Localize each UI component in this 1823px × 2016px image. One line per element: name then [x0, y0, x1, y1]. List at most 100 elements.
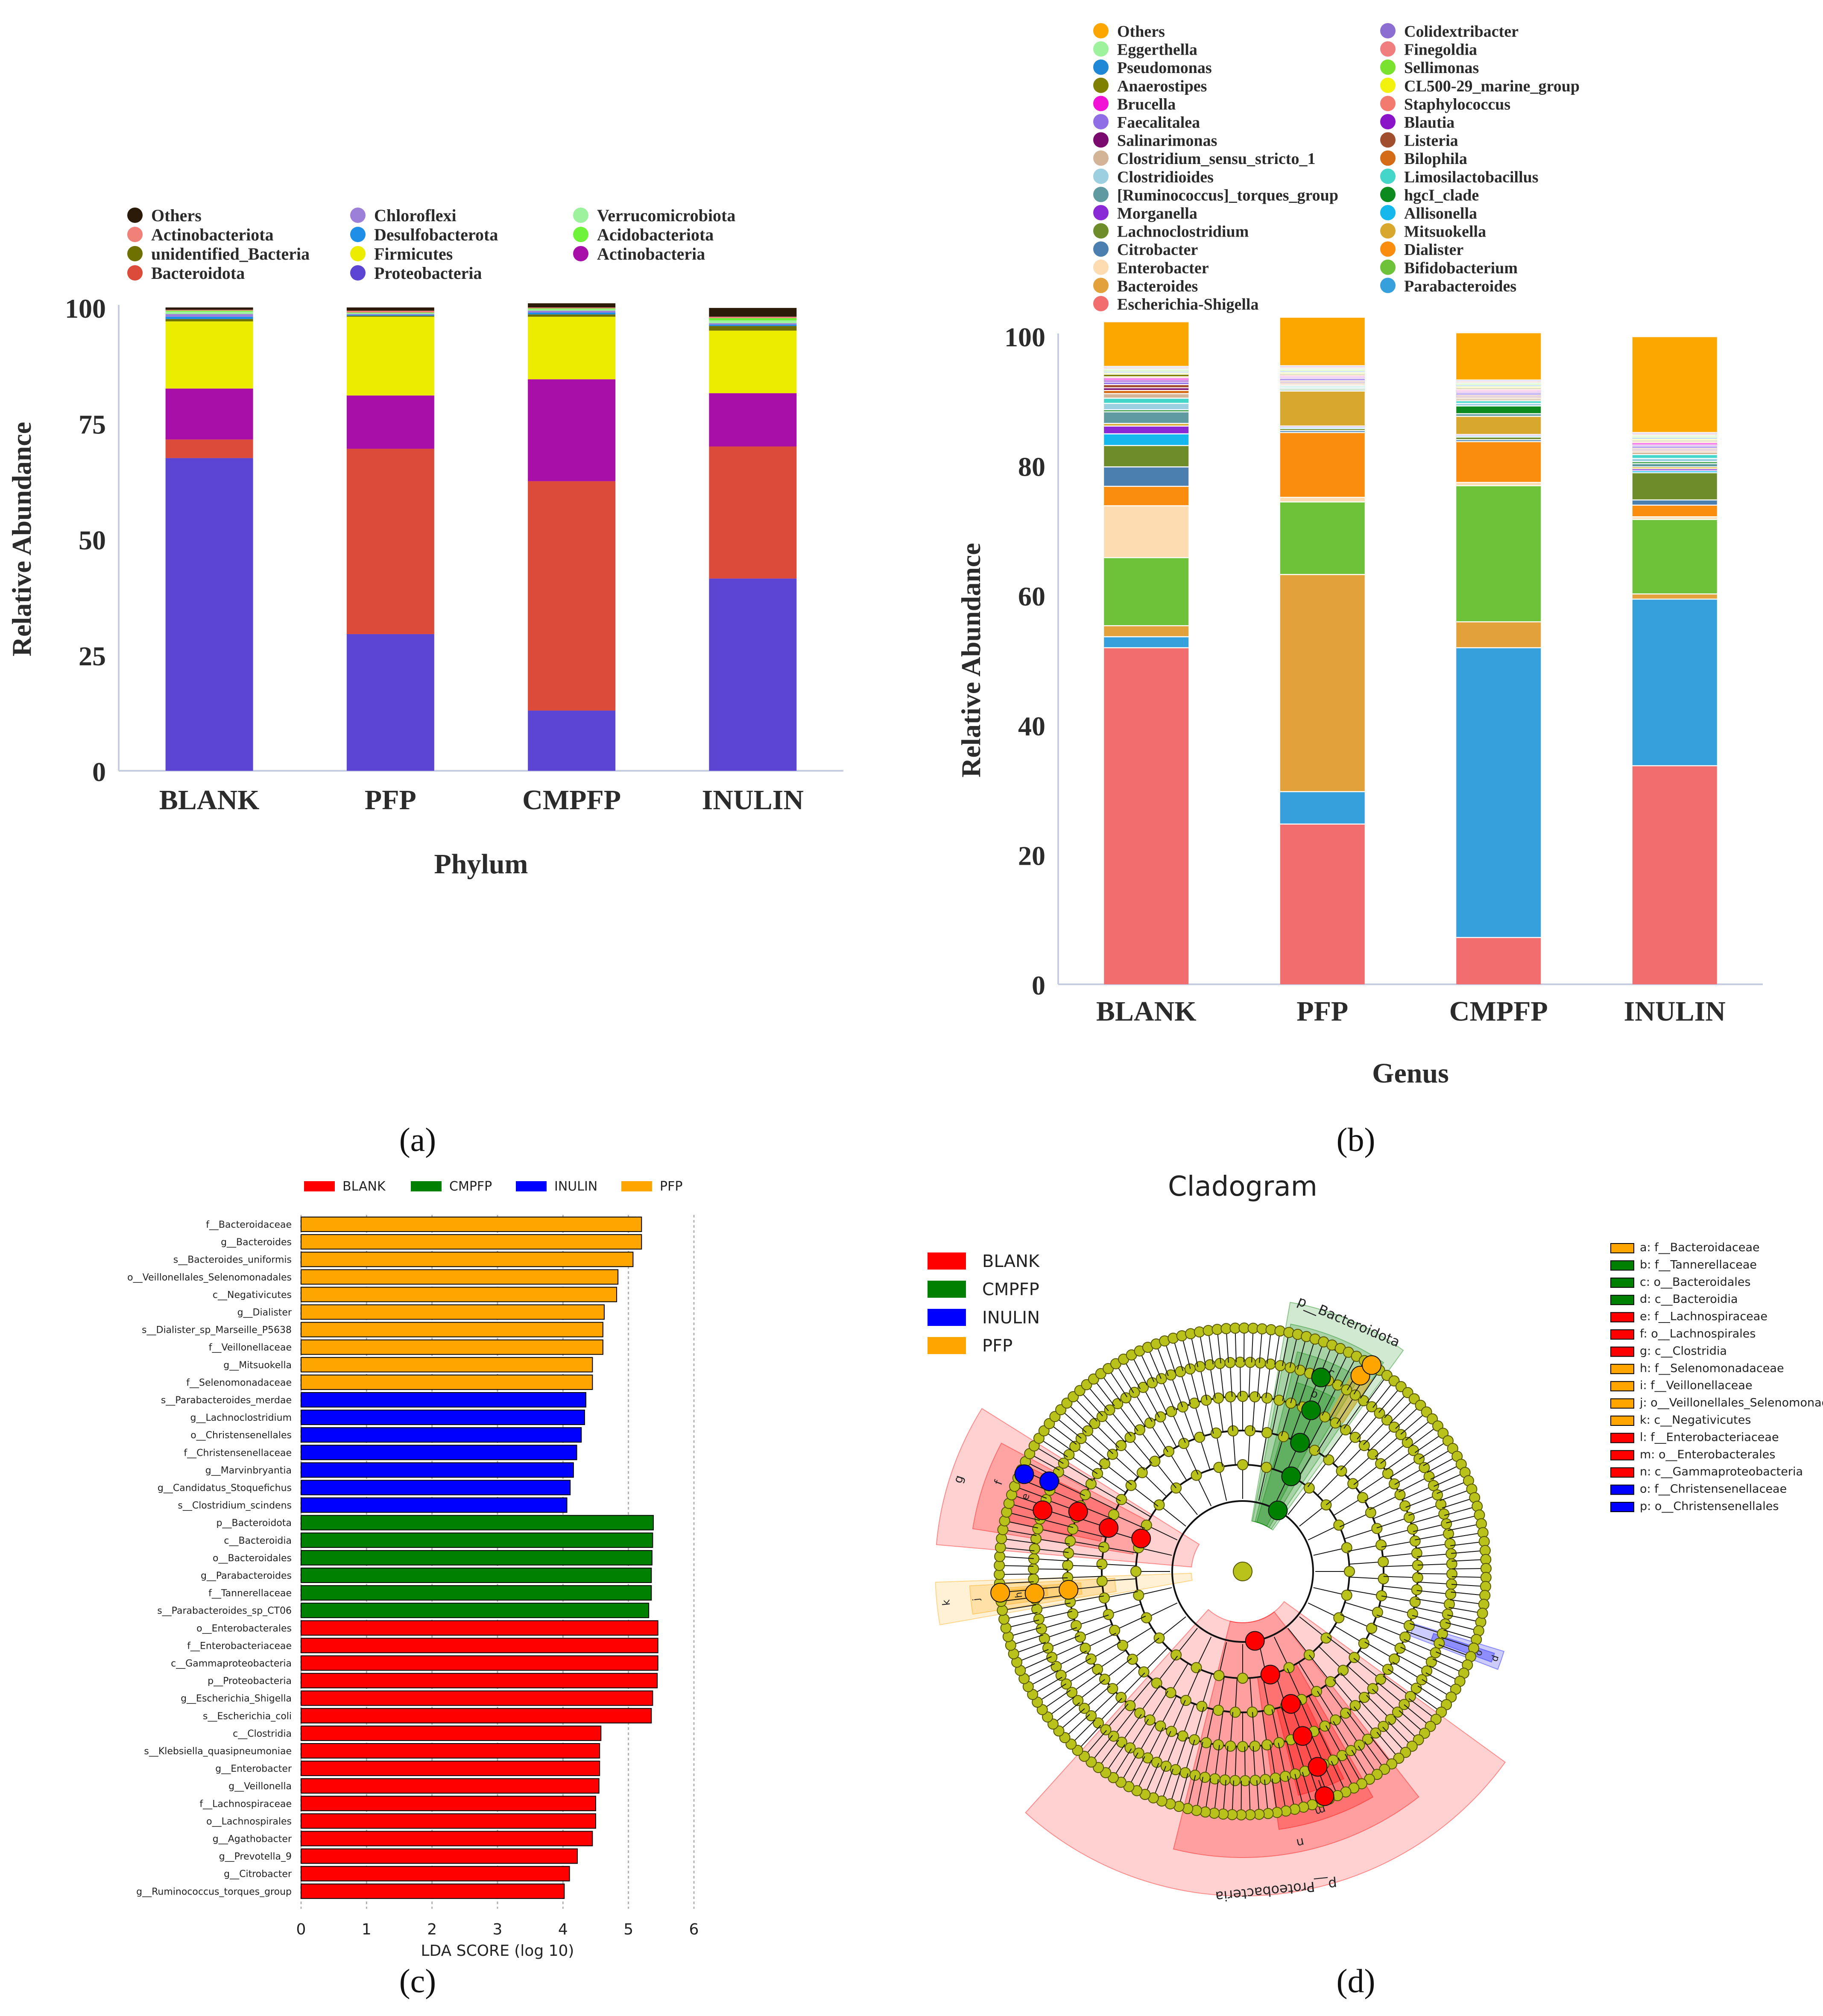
- biomarker-node: [1040, 1472, 1059, 1491]
- lda-bar-g-enterobacter: [301, 1761, 600, 1776]
- bar-segment-firmicutes: [166, 322, 253, 389]
- leaf-node: [1205, 1360, 1215, 1370]
- leaf-node: [1156, 1373, 1167, 1384]
- x-tick-label: 4: [558, 1921, 568, 1938]
- legend-entry-bilophila: Bilophila: [1404, 150, 1467, 168]
- legend-entry-inulin: INULIN: [554, 1179, 597, 1194]
- bar-segment-desulfobacterota: [166, 317, 253, 319]
- panel-d-cladogram: p__Bacteroidotadcbap__Proteobacterianmlg…: [928, 1171, 1823, 1999]
- key-entry: c: o__Bacteroidales: [1640, 1276, 1751, 1289]
- leaf-node: [1247, 1707, 1258, 1717]
- clade-label: h: [1013, 1592, 1024, 1598]
- bar-segment-verrucomicrobiota: [166, 312, 253, 314]
- legend-swatch-escherichia-shigella: [1093, 296, 1109, 311]
- legend-entry-enterobacter: Enterobacter: [1117, 259, 1209, 277]
- key-entry: g: c__Clostridia: [1640, 1344, 1727, 1358]
- leaf-node: [1133, 1590, 1144, 1601]
- leaf-node: [1358, 1492, 1368, 1503]
- leaf-node: [1407, 1609, 1418, 1619]
- biomarker-node: [1282, 1694, 1300, 1713]
- leaf-node: [1378, 1574, 1389, 1584]
- leaf-node: [1424, 1472, 1434, 1482]
- legend-swatch-verrucomicrobiota: [573, 208, 588, 223]
- x-tick-label: PFP: [365, 784, 416, 816]
- legend-entry-sellimonas: Sellimonas: [1404, 59, 1479, 77]
- y-tick-label: 25: [79, 641, 106, 671]
- bar-segment-firmicutes: [528, 317, 615, 379]
- legend-entry-limosilactobacillus: Limosilactobacillus: [1404, 168, 1539, 186]
- legend-entry-cmpfp: CMPFP: [449, 1179, 492, 1194]
- leaf-node: [1245, 1357, 1255, 1367]
- leaf-node: [1036, 1624, 1047, 1634]
- lda-bar-label: g__Marvinbryantia: [205, 1465, 292, 1476]
- leaf-node: [1478, 1608, 1488, 1618]
- bar-segment-others: [347, 307, 434, 311]
- legend-swatch-eggerthella: [1093, 41, 1109, 57]
- lda-bar-label: s__Dialister_sp_Marseille_P5638: [142, 1325, 292, 1336]
- lda-bar-o-enterobacterales: [301, 1621, 658, 1635]
- lda-bar-c-gammaproteobacteria: [301, 1656, 658, 1671]
- bar-segment-actinobacteria: [166, 389, 253, 439]
- key-entry: l: f__Enterobacteriaceae: [1640, 1431, 1779, 1444]
- lda-bar-s-parabacteroides-merdae: [301, 1393, 586, 1407]
- leaf-node: [1195, 1361, 1205, 1372]
- key-swatch: [1611, 1330, 1634, 1339]
- lda-bar-g-agathobacter: [301, 1832, 592, 1846]
- leaf-node: [1250, 1775, 1261, 1785]
- leaf-node: [1368, 1683, 1378, 1694]
- bar-segment-bifidobacterium: [1104, 557, 1188, 625]
- legend-entry-faecalitalea: Faecalitalea: [1117, 114, 1200, 132]
- leaf-node: [1213, 1740, 1223, 1750]
- leaf-node: [1336, 1466, 1346, 1476]
- lda-bar-label: s__Klebsiella_quasipneumoniae: [144, 1746, 292, 1757]
- lda-bar-label: g__Ruminococcus_torques_group: [136, 1887, 292, 1897]
- x-tick-label: CMPFP: [522, 784, 621, 816]
- biomarker-node: [1261, 1665, 1280, 1684]
- key-entry: k: c__Negativicutes: [1640, 1413, 1751, 1427]
- lda-bar-s-dialister-sp-marseille-p5638: [301, 1323, 603, 1337]
- legend-entry-firmicutes: Firmicutes: [374, 244, 453, 263]
- legend-entry-unidentified-bacteria: unidentified_Bacteria: [151, 244, 310, 263]
- leaf-node: [1200, 1772, 1210, 1782]
- biomarker-node: [1099, 1519, 1118, 1537]
- lda-bar-label: s__Escherichia_coli: [203, 1711, 292, 1722]
- lda-bar-label: g__Lachnoclostridium: [190, 1413, 292, 1423]
- x-axis-title: LDA SCORE (log 10): [421, 1942, 574, 1960]
- legend-swatch-faecalitalea: [1093, 114, 1109, 129]
- leaf-node: [1097, 1576, 1107, 1586]
- leaf-node: [1103, 1609, 1114, 1620]
- leaf-node: [1338, 1665, 1348, 1675]
- leaf-node: [1344, 1566, 1355, 1577]
- leaf-node: [1100, 1459, 1110, 1469]
- bar-segment-chloroflexi: [347, 314, 434, 315]
- tree-nodes: [994, 1323, 1491, 1820]
- bar-segment-bacteroidota: [347, 449, 434, 634]
- legend-entry-hgci-clade: hgcI_clade: [1404, 186, 1479, 204]
- legend-swatch-blank: [304, 1181, 335, 1191]
- bar-segment-parabacteroides: [1280, 791, 1365, 824]
- legend-swatch-listeria: [1380, 132, 1396, 148]
- lda-bar-label: s__Parabacteroides_merdae: [161, 1395, 292, 1406]
- leaf-node: [1225, 1741, 1235, 1751]
- key-swatch: [1611, 1261, 1634, 1270]
- biomarker-node: [1132, 1529, 1150, 1548]
- bar-segment-lachnoclostridium: [1633, 472, 1717, 500]
- leaf-node: [1265, 1359, 1276, 1369]
- lda-bar-g-mitsuokella: [301, 1358, 592, 1372]
- bar-segment-bacteroidota: [528, 481, 615, 711]
- key-entry: f: o__Lachnospirales: [1640, 1327, 1756, 1340]
- y-tick-label: 100: [1004, 322, 1045, 352]
- bar-segment-acidobacteriota: [166, 311, 253, 312]
- leaf-node: [1434, 1638, 1444, 1648]
- leaf-node: [1131, 1566, 1141, 1577]
- bar-segment-bacteroidota: [709, 447, 796, 579]
- lda-bar-label: g__Agathobacter: [213, 1834, 292, 1845]
- legend-swatch-parabacteroides: [1380, 278, 1396, 293]
- bar-segment-hgci-clade: [1456, 405, 1541, 413]
- legend-swatch-acidobacteriota: [573, 227, 588, 242]
- leaf-node: [1181, 1695, 1191, 1706]
- leaf-node: [1431, 1647, 1441, 1658]
- leaf-node: [1141, 1520, 1152, 1530]
- bar-segment-acidobacteriota: [709, 318, 796, 320]
